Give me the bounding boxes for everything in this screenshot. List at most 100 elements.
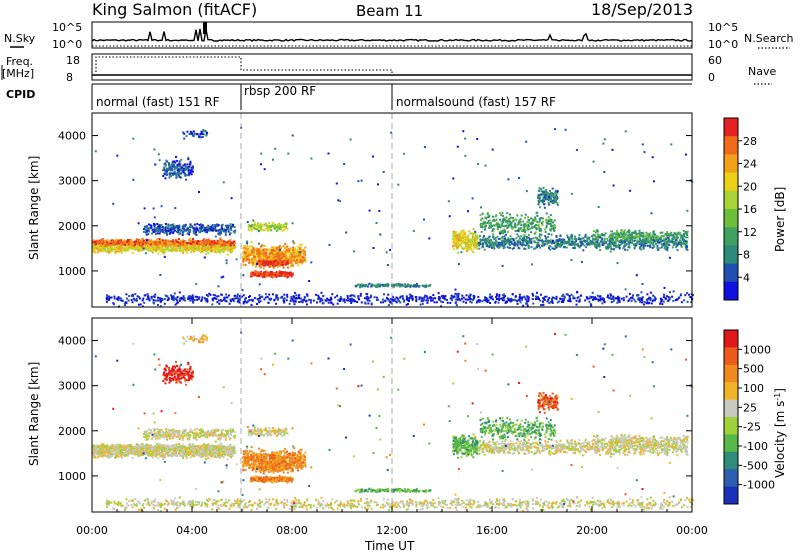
power-cell [281,256,283,259]
power-cell [187,242,190,245]
power-cell [615,234,618,236]
nsky-tick-top: 10^5 [52,21,82,34]
power-cell [303,259,305,262]
power-cell [601,234,604,237]
power-cell [228,242,231,245]
power-cell [622,230,625,233]
power-cell [146,245,149,248]
power-cell [611,235,614,237]
power-cell [515,229,518,232]
power-cell [554,190,557,193]
power-cell [537,244,540,247]
power-cell [117,247,120,250]
power-cell [606,245,609,248]
power-cell [126,239,129,242]
power-cell [544,240,547,243]
power-cell [628,231,630,234]
power-cell [517,239,520,242]
power-cell [277,257,280,260]
power-cell [551,247,554,250]
power-cell [537,239,540,242]
power-cell [211,299,214,302]
power-cell [514,223,517,226]
power-cell [143,243,146,246]
power-cell [169,169,172,172]
power-cell [172,244,175,247]
power-cell [265,254,268,256]
power-cell [227,228,230,231]
power-cell [176,171,179,174]
power-cell [134,243,136,246]
power-cell [549,222,552,225]
power-cell [100,244,102,247]
power-cell [191,248,194,250]
power-cell [527,228,530,231]
power-cell [213,247,216,250]
power-cell [654,238,656,241]
power-cell [619,232,622,234]
power-cell [596,240,599,243]
power-cell [143,241,146,243]
power-cell [461,247,464,250]
power-cell [484,238,487,241]
power-cell [181,246,184,249]
power-cell [282,256,285,259]
power-cell [188,133,191,136]
power-cell [99,246,102,249]
power-cell [667,243,670,246]
power-cell [209,239,212,242]
power-cell [138,241,141,244]
power-cell [161,251,164,254]
power-cell [650,241,653,244]
power-cell [650,236,653,239]
power-cell [545,221,548,224]
power-cell [192,130,195,133]
power-cell [461,239,464,242]
power-cell [486,222,489,225]
nsearch-tick-bottom: 10^0 [708,38,738,51]
power-cell [216,245,219,248]
power-cell [567,299,570,302]
power-cell [562,238,565,241]
power-cell [539,237,542,239]
power-cell [234,229,237,232]
power-cell [574,237,577,240]
power-cell [303,252,306,255]
power-cell [672,234,675,237]
power-cell [634,244,637,247]
power-cell [98,249,101,252]
power-cell [92,251,95,254]
power-cell [195,226,198,229]
power-cell [219,230,222,232]
power-cell [248,224,250,227]
power-cell [676,249,679,252]
power-cell [272,255,274,258]
power-cell [165,171,168,174]
power-cell [638,246,641,249]
power-cell [129,246,131,249]
power-cell [542,186,545,189]
power-cell [509,239,512,242]
power-cell [260,275,263,277]
power-cell [658,241,661,244]
power-cell [260,244,263,247]
power-cell [190,166,193,169]
power-cell [276,224,279,227]
power-cell [186,245,189,248]
power-cell [104,249,107,252]
power-cell [675,246,678,249]
power-cell [543,198,546,201]
power-cell [561,241,564,244]
power-cell [191,294,194,297]
power-cell [219,248,222,251]
power-cell [252,248,255,251]
power-cell [153,241,156,244]
power-cell [290,257,293,260]
power-cell [537,190,540,192]
power-cell [283,301,286,304]
power-cell [113,248,115,251]
power-cell [166,227,169,230]
power-cell [298,301,301,303]
power-cell [284,250,287,253]
